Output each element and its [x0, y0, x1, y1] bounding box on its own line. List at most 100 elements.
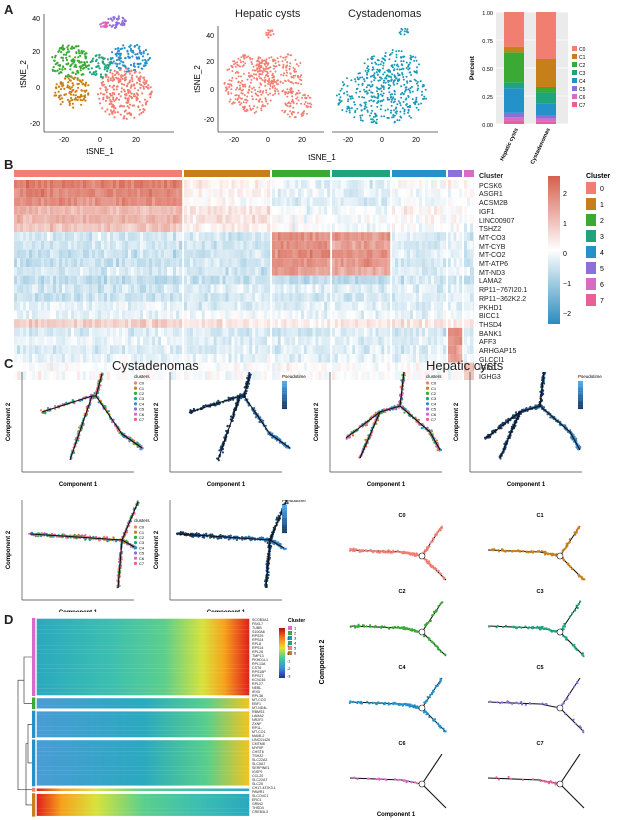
heatmap-d-genes: SCGB3A1 FBXL7 TUBB S100A6 RPS29 RPS24 RPL8 RPS1…	[252, 618, 292, 814]
heatmap-b-gene-label: PCSK6	[479, 182, 502, 190]
split-xtick-1: -20	[229, 137, 239, 144]
bar-1-C2	[536, 87, 556, 93]
heatmap-b-gene-label: IGF1	[479, 208, 495, 216]
facet-title-C5: C5	[536, 665, 543, 671]
facet-points-a-C5	[561, 681, 579, 706]
cyst-pseudotime-xlabel: Component 1	[207, 482, 246, 488]
legend-item-C7: C7	[139, 561, 145, 566]
heatmap-d-gene-label: SLC22A7	[252, 778, 268, 782]
facet-points-trunk-C2	[349, 623, 424, 633]
cluster-legend-d-label-2: 2	[294, 631, 297, 636]
cyst2-pseudotime-xlabel: Component 1	[207, 610, 246, 612]
tsne-points-cystadenomas	[335, 27, 428, 125]
pseudotime-title: Pseudotime	[282, 500, 306, 503]
tsne-cluster-c4	[109, 43, 151, 73]
heatmap-b-gene-label: TSHZ2	[479, 226, 502, 234]
hep-pseudotime-trunk-points	[484, 403, 582, 451]
tsne-cluster-c3	[87, 53, 113, 79]
heatmap-b-colorbar	[548, 176, 560, 324]
tsne-ytick-1: 40	[32, 16, 40, 23]
tsne-cluster-c7	[104, 21, 108, 27]
bar-category-hepatic: Hepatic cysts	[499, 127, 519, 162]
split-ytick-1: 40	[206, 33, 214, 40]
cluster-legend-b-swatch-6	[586, 278, 596, 290]
facet-C0: C0	[349, 513, 447, 581]
cluster-legend-d-label-1: 1	[294, 626, 297, 631]
facet-title-C6: C6	[398, 741, 405, 747]
bar-legend-swatch-C3	[572, 70, 577, 75]
hep-pseudotime-axes	[469, 372, 582, 473]
heatmap-b-cluster-bar-1	[184, 170, 270, 177]
stacked-bar-chart: 1.00 0.75 0.50 0.25 0.00 Percent Hepatic…	[469, 11, 586, 164]
heatmap-d-gene-label: RPS24	[252, 638, 264, 642]
facet-tree-C5	[487, 677, 585, 733]
cluster-legend-d-swatch-3	[288, 636, 292, 640]
legend-item-C3: C3	[139, 540, 145, 545]
cyst-pseudotime-trunk-points	[188, 393, 291, 450]
cyst2-clusters-tree	[29, 501, 139, 589]
heatmap-d-cluster-bar-4	[32, 787, 36, 792]
heatmap-d-gene-label: RPL8	[252, 642, 261, 646]
facets-ylabel: Component 2	[319, 640, 326, 685]
colorbar-d-tick-6: -2	[287, 667, 290, 671]
bar-0-C4	[504, 88, 524, 113]
cluster-legend-d-label-6: 6	[294, 651, 297, 656]
tsne-points-hepatic-cysts	[223, 29, 313, 119]
cluster-legend-b-label-1: 1	[600, 202, 604, 209]
heatmap-d-gene-label: SLC5A7	[252, 762, 266, 766]
legend-item-C4: C4	[139, 545, 145, 550]
legend-item-C3: C3	[431, 396, 437, 401]
bar-0-C0	[504, 12, 524, 47]
heatmap-d	[17, 617, 251, 818]
colorbar-b-tick-4: −1	[563, 281, 571, 288]
heatmap-b-cluster-bar-4	[392, 170, 446, 177]
heatmap-b-gene-label: MT-ATP6	[479, 261, 509, 269]
split-ylabel: tSNE_2	[193, 65, 202, 93]
heatmap-b-gene-label: AFF3	[479, 339, 497, 347]
cluster-legend-b-swatch-2	[586, 214, 596, 226]
heatmap-d-gene-label: SLC22A3	[252, 758, 268, 762]
cluster-legend-b-label-7: 7	[600, 298, 604, 305]
heatmap-b-gene-label: BICC1	[479, 313, 500, 321]
trajectory-facets: C0 C1 C2 C3 C4 C5 C6 C7 Component 2 Component 1	[319, 513, 586, 818]
heatmap-b-cluster-bar-3	[332, 170, 390, 177]
heatmap-b-gene-label: MT-CYB	[479, 243, 506, 251]
legend-item-C7: C7	[431, 417, 437, 422]
cyst-clusters-trunk-points	[39, 393, 144, 451]
cluster-legend-b-swatch-7	[586, 294, 596, 306]
bar-0-C7	[504, 120, 524, 124]
facet-points-a-C0	[421, 525, 444, 557]
bar-0-C5	[504, 112, 524, 118]
facet-title-C2: C2	[398, 589, 405, 595]
hep-pseudotime-xlabel: Component 1	[507, 482, 546, 488]
cluster-legend-b-swatch-1	[586, 198, 596, 210]
heatmap-d-gene-label: TMP13	[252, 654, 264, 658]
legend-title: clusters	[426, 374, 442, 379]
heatmap-d-gene-label: CST6	[252, 666, 262, 670]
split-xtick-2: 0	[266, 137, 270, 144]
facet-title-C3: C3	[536, 589, 543, 595]
heatmap-d-gene-label: PAWR1	[252, 790, 265, 794]
facet-C7: C7	[487, 741, 585, 809]
bar-1-C0	[536, 12, 556, 59]
heatmap-d-gene-label: GRIN2	[252, 802, 263, 806]
heatmap-b-column-6	[464, 180, 474, 380]
heatmap-b-gene-label: RP11−767I20.1	[479, 287, 528, 295]
facet-title-C4: C4	[398, 665, 406, 671]
heatmap-b-gene-label: IGKC	[479, 365, 497, 373]
heatmap-b-genes: Cluster PCSK6 ASGR1 ACSM2B IGF1 LINC00907 TSH…	[479, 173, 549, 383]
legend-item-C0: C0	[139, 525, 145, 530]
facet-points-trunk-C4	[348, 700, 424, 710]
tsne-cluster-c6	[99, 21, 109, 29]
facet-points-trunk-C5	[489, 700, 561, 710]
cluster-legend-d-swatch-1	[288, 626, 292, 630]
facet-title-C0: C0	[398, 513, 405, 519]
cluster-legend-b-swatch-0	[586, 182, 596, 194]
split-xtick-4: -20	[343, 137, 353, 144]
facet-title-C1: C1	[536, 513, 543, 519]
heatmap-b-gene-label: ARHGAP15	[479, 348, 517, 356]
heatmap-b-column-5	[448, 180, 463, 380]
colorbar-d-ticks: 2 1 0 -1 -2 -3	[287, 637, 290, 679]
bar-1-C1	[536, 59, 556, 87]
panel-label-a: A	[4, 2, 14, 17]
